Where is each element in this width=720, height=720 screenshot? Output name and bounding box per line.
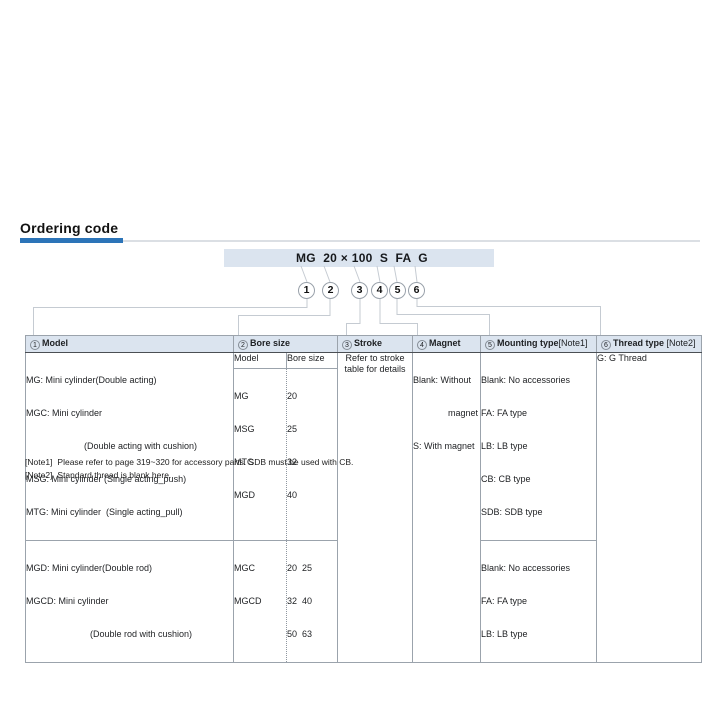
circled-6-icon: 6: [601, 340, 611, 350]
title-accent-bar: [20, 238, 123, 243]
mounting-cell-row1: Blank: No accessories FA: FA type LB: LB…: [480, 352, 597, 541]
mounting-line: LB: LB type: [481, 441, 528, 451]
mounting-line: Blank: No accessories: [481, 375, 571, 385]
header-mounting-type: 5 Mounting type[Note1]: [480, 335, 597, 353]
model-line: MGD: Mini cylinder(Double rod): [26, 563, 153, 573]
callout-circle-6: 6: [408, 282, 425, 299]
model-line: MTG: Mini cylinder (Single acting_pull): [26, 507, 183, 517]
circled-4-icon: 4: [417, 340, 427, 350]
header-thread-type: 6 Thread type [Note2]: [596, 335, 702, 353]
ordering-code-table: 1 Model 2 Bore size 3 Stroke 4 Magnet 5 Mount…: [25, 335, 702, 663]
circled-1-icon: 1: [30, 340, 40, 350]
ordering-code-strip: MG 20 × 100 S FA G: [224, 249, 494, 267]
footnote-2: [Note2] Standard thread is blank here.: [25, 469, 353, 482]
header-magnet: 4 Magnet: [412, 335, 481, 353]
model-line: (Double acting with cushion): [84, 441, 198, 451]
magnet-line: S: With magnet: [413, 441, 475, 451]
footnote-text: Please refer to page 319~320 for accesso…: [57, 457, 354, 467]
model-line: MSG: Mini cylinder (Single acting_push): [26, 474, 187, 484]
mounting-line: FA: FA type: [481, 408, 528, 418]
circled-2-icon: 2: [238, 340, 248, 350]
bore-subheader-model: Model: [233, 352, 287, 369]
callout-circle-1: 1: [298, 282, 315, 299]
stroke-cell: Refer to stroke table for details: [337, 352, 413, 663]
header-stroke: 3 Stroke: [337, 335, 413, 353]
magnet-line: Blank: Without: [413, 375, 472, 385]
model-line: MG: Mini cylinder(Double acting): [26, 375, 157, 385]
table-header-row: 1 Model 2 Bore size 3 Stroke 4 Magnet 5 Mount…: [25, 335, 702, 353]
mounting-line: LB: LB type: [481, 629, 528, 639]
footnote-label: [Note1]: [25, 457, 53, 467]
model-cell-row2: MGD: Mini cylinder(Double rod) MGCD: Min…: [25, 540, 234, 663]
section-title: Ordering code: [20, 220, 119, 236]
thread-cell: G: G Thread: [596, 352, 702, 663]
callout-circle-5: 5: [389, 282, 406, 299]
bore-models-row1: MG MSG MTG MGD: [233, 368, 287, 541]
footnote-text: Standard thread is blank here.: [57, 470, 172, 480]
circled-3-icon: 3: [342, 340, 352, 350]
model-line: MGC: Mini cylinder: [26, 408, 103, 418]
mounting-line: Blank: No accessories: [481, 563, 571, 573]
callout-circle-4: 4: [371, 282, 388, 299]
circled-5-icon: 5: [485, 340, 495, 350]
callout-circle-2: 2: [322, 282, 339, 299]
bore-sizes-row2: 20 25 32 40 50 63: [286, 540, 338, 663]
header-model: 1 Model: [25, 335, 234, 353]
bore-models-row2: MGC MGCD: [233, 540, 287, 663]
header-bore-size: 2 Bore size: [233, 335, 338, 353]
footnote-label: [Note2]: [25, 470, 53, 480]
magnet-line: magnet: [447, 408, 478, 418]
bore-subheader-size: Bore size: [286, 352, 338, 369]
bore-sizes-row1: 20 25 32 40: [286, 368, 338, 541]
mounting-cell-row2: Blank: No accessories FA: FA type LB: LB…: [480, 540, 597, 663]
title-rule: [123, 240, 700, 242]
model-line: MGCD: Mini cylinder: [26, 596, 109, 606]
model-line: (Double rod with cushion): [90, 629, 193, 639]
mounting-line: CB: CB type: [481, 474, 531, 484]
callout-circle-3: 3: [351, 282, 368, 299]
mounting-line: FA: FA type: [481, 596, 528, 606]
mounting-line: SDB: SDB type: [481, 507, 543, 517]
footnote-1: [Note1] Please refer to page 319~320 for…: [25, 456, 353, 469]
footnotes: [Note1] Please refer to page 319~320 for…: [25, 456, 353, 482]
model-cell-row1: MG: Mini cylinder(Double acting) MGC: Mi…: [26, 353, 234, 541]
ordering-code-text: MG 20 × 100 S FA G: [296, 251, 428, 265]
magnet-cell: Blank: Without magnet S: With magnet: [412, 352, 481, 663]
